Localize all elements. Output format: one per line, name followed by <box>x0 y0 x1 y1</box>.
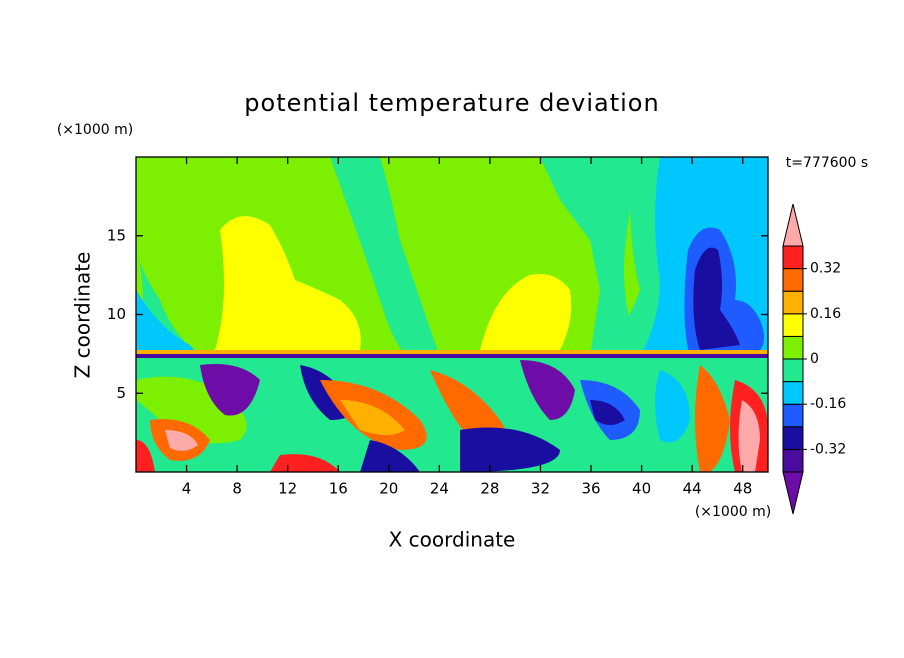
contour-region <box>460 427 560 472</box>
colorbar-tick-label: 0 <box>810 351 819 367</box>
contour-region <box>693 247 740 350</box>
x-tick-label: 28 <box>480 480 499 498</box>
x-tick-label: 12 <box>278 480 297 498</box>
colorbar-box <box>782 313 804 337</box>
colorbar-box <box>782 448 804 473</box>
contour-region <box>480 274 572 350</box>
x-tick-label: 48 <box>733 480 752 498</box>
y-tick-label: 5 <box>116 384 126 402</box>
colorbar-box <box>782 358 804 383</box>
contour-region <box>136 440 155 472</box>
colorbar-tick-label: 0.32 <box>810 261 841 277</box>
contour-region <box>540 157 640 357</box>
x-axis-label: X coordinate <box>389 528 516 552</box>
x-tick-label: 8 <box>232 480 242 498</box>
colorbar-tick-label: -0.32 <box>810 441 846 457</box>
x-unit: (×1000 m) <box>695 504 771 520</box>
colorbar-extend-high <box>782 203 804 247</box>
contour-field <box>136 157 768 472</box>
contour-region <box>695 365 730 472</box>
contour-region <box>738 400 760 472</box>
contour-region <box>590 400 625 425</box>
colorbar-box <box>782 268 804 292</box>
chart-title: potential temperature deviation <box>244 89 659 117</box>
contour-region <box>330 157 440 357</box>
contour-region <box>165 430 198 451</box>
y-tick-label: 10 <box>107 305 126 323</box>
time-label: t=777600 s <box>786 155 868 171</box>
colorbar-box <box>782 245 804 270</box>
contour-region <box>136 350 768 355</box>
colorbar-tick-label: 0.16 <box>810 306 841 322</box>
y-axis-label: Z coordinate <box>71 252 95 379</box>
colorbar-box <box>782 403 804 428</box>
y-tick-label: 15 <box>107 226 126 244</box>
y-unit: (×1000 m) <box>57 122 133 138</box>
x-tick-label: 20 <box>379 480 398 498</box>
contour-region <box>136 290 200 357</box>
contour-region <box>215 216 361 350</box>
contour-region <box>520 360 575 420</box>
x-tick-label: 44 <box>683 480 702 498</box>
contour-region <box>360 440 420 472</box>
contour-region <box>200 364 260 416</box>
colorbar-box <box>782 290 804 315</box>
colorbar-tick-label: -0.16 <box>810 396 846 412</box>
colorbar-extend-low <box>782 471 804 515</box>
x-tick-label: 4 <box>182 480 192 498</box>
contour-region <box>136 354 768 358</box>
contour-region <box>340 400 405 435</box>
x-tick-label: 36 <box>581 480 600 498</box>
colorbar-box <box>782 426 804 450</box>
colorbar-box <box>782 381 804 405</box>
colorbar-box <box>782 335 804 360</box>
x-tick-label: 16 <box>329 480 348 498</box>
x-tick-label: 32 <box>531 480 550 498</box>
x-tick-label: 24 <box>430 480 449 498</box>
x-tick-label: 40 <box>632 480 651 498</box>
contour-region <box>655 370 690 443</box>
